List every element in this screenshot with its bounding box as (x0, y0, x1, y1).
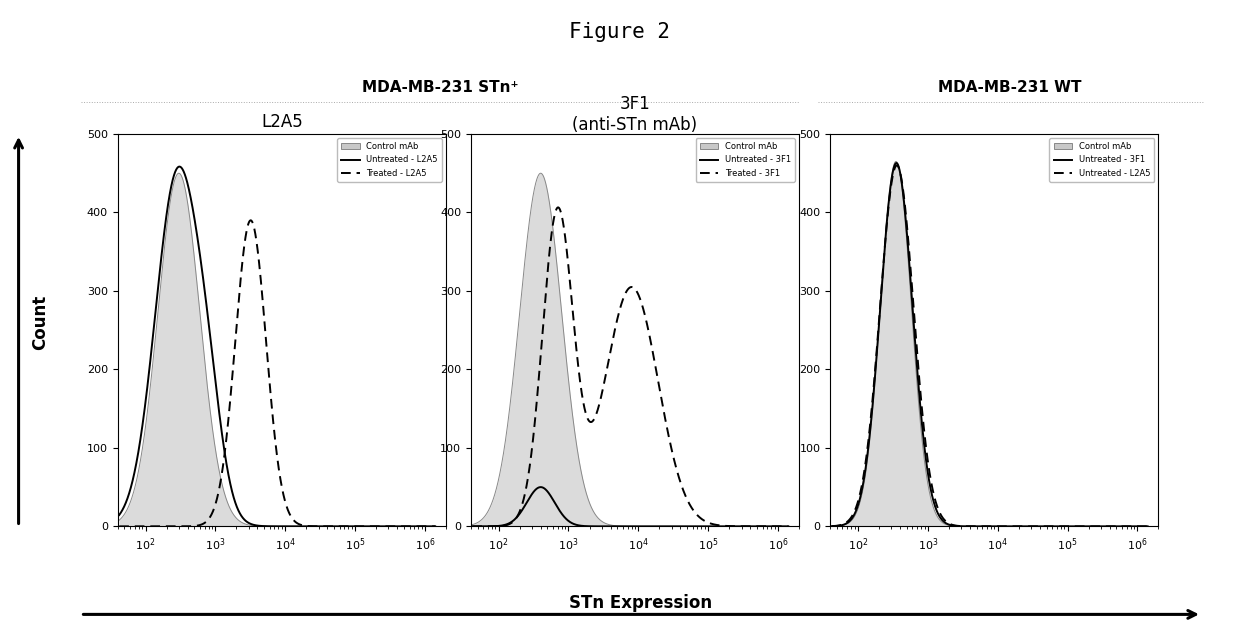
Text: Figure 2: Figure 2 (569, 22, 670, 42)
Text: MDA-MB-231 WT: MDA-MB-231 WT (938, 80, 1082, 95)
Legend: Control mAb, Untreated - 3F1, Treated - 3F1: Control mAb, Untreated - 3F1, Treated - … (695, 138, 795, 182)
Title: 3F1
(anti-STn mAb): 3F1 (anti-STn mAb) (572, 95, 698, 134)
Title: L2A5: L2A5 (261, 113, 302, 131)
Text: STn Expression: STn Expression (569, 594, 712, 612)
Text: Count: Count (31, 295, 48, 350)
Legend: Control mAb, Untreated - 3F1, Untreated - L2A5: Control mAb, Untreated - 3F1, Untreated … (1049, 138, 1155, 182)
Text: MDA-MB-231 STn⁺: MDA-MB-231 STn⁺ (362, 80, 518, 95)
Legend: Control mAb, Untreated - L2A5, Treated - L2A5: Control mAb, Untreated - L2A5, Treated -… (337, 138, 442, 182)
